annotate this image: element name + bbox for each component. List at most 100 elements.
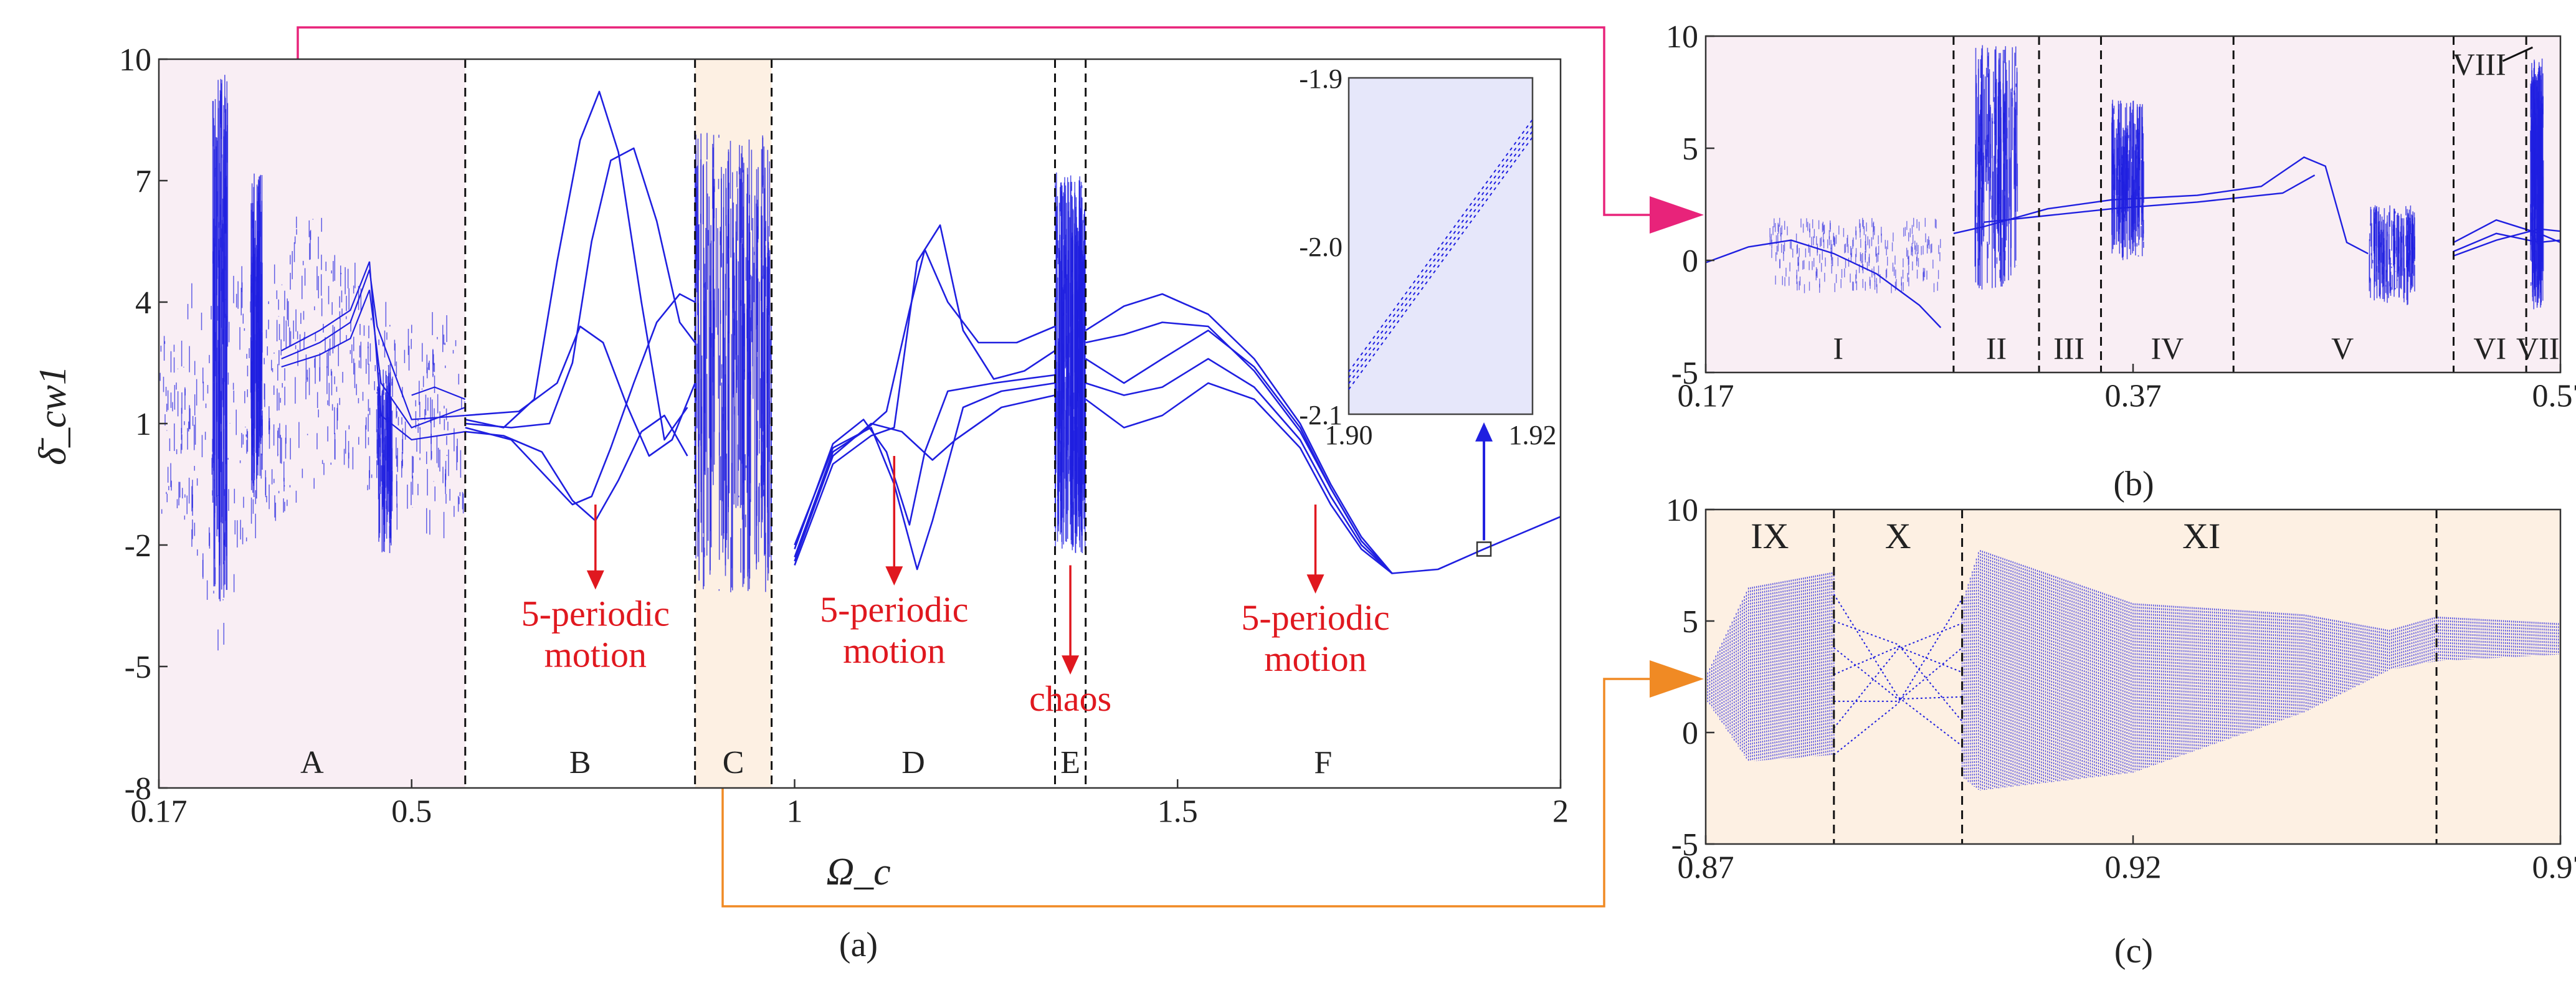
region-label-F: F (1314, 745, 1332, 780)
dense-band (1974, 45, 2018, 290)
branch-line (1085, 382, 1393, 574)
annotation-text: motion (843, 630, 945, 671)
region-label-A: A (300, 745, 324, 780)
y-axis-label: δ̄_cw1 (32, 366, 74, 465)
panel-c-shade (1706, 510, 2560, 844)
branch-line (1833, 647, 1962, 700)
region-label-C: C (723, 745, 744, 780)
annotation-text: 5-periodic (521, 594, 670, 634)
x-tick-label: 0.5 (391, 794, 432, 830)
inset-y-tick-label: -2.1 (1299, 400, 1343, 430)
region-label-VIII: VIII (2453, 47, 2506, 82)
region-shade-A (159, 59, 465, 788)
panel-c-strokes (1705, 550, 2561, 790)
region-label-XI: XI (2182, 516, 2220, 556)
panel-caption-b: (b) (2113, 465, 2154, 503)
annotation-arrowhead (1062, 655, 1080, 675)
branch-line (1833, 622, 1962, 729)
y-tick-label: 5 (1682, 604, 1698, 640)
branch-line (1085, 358, 1393, 574)
region-label-B: B (569, 745, 591, 780)
y-tick-label: 10 (1666, 493, 1698, 528)
branch-line (794, 394, 1055, 562)
annotation-arrowhead (586, 570, 604, 590)
branch-line (2453, 219, 2561, 244)
branch-line (465, 293, 696, 506)
branch-line (2453, 228, 2561, 257)
y-tick-label: 0 (1682, 716, 1698, 751)
annotation-text: 5-periodic (1241, 597, 1389, 638)
link-arrowhead-b (1650, 196, 1704, 234)
y-tick-label: -8 (125, 771, 151, 807)
y-tick-label: -5 (125, 650, 151, 685)
branch-line (1833, 598, 1963, 756)
branch-line (1085, 330, 1393, 574)
region-label-V: V (2331, 331, 2354, 366)
branch-line (1833, 594, 1963, 747)
annotation-text: motion (544, 635, 647, 675)
branch-line (2453, 232, 2561, 252)
branch-line (281, 290, 466, 429)
dense-band (694, 133, 772, 592)
region-label-I: I (1833, 331, 1843, 366)
dense-band (212, 75, 229, 602)
branch-line (1085, 321, 1393, 574)
region-label-VII: VII (2516, 331, 2559, 366)
panel-c: 0.87 0.92 0.97 10 5 0 -5 IX X XI (c) (1666, 493, 2576, 970)
inset-frame (1347, 77, 1534, 415)
link-arrowhead-c (1650, 660, 1704, 698)
branch-line (411, 386, 466, 401)
inset-y-tick-label: -2.0 (1299, 232, 1343, 262)
y-tick-label: 1 (135, 407, 151, 442)
region-label-VI: VI (2473, 331, 2506, 366)
branch-line (1983, 174, 2316, 223)
inset-arrowhead (1475, 422, 1493, 442)
x-axis-label: Ω_c (826, 851, 890, 893)
branch-line (465, 147, 696, 429)
inset-x-tick-label: 1.90 (1325, 420, 1373, 450)
region-label-E: E (1060, 745, 1080, 780)
y-tick-label: -2 (125, 528, 151, 564)
region-shade-C (695, 59, 772, 788)
panel-caption-c: (c) (2114, 932, 2153, 970)
x-tick-label: 1 (786, 794, 802, 830)
x-tick-label: 0.97 (2532, 850, 2576, 886)
y-tick-label: 10 (119, 42, 151, 78)
annotation-text: motion (1264, 638, 1366, 679)
dense-band (2369, 205, 2415, 305)
y-tick-label: 5 (1682, 131, 1698, 167)
x-tick-label: 1.5 (1157, 794, 1198, 830)
dense-band (1054, 173, 1086, 553)
branch-line (794, 224, 1056, 566)
y-tick-label: -5 (1671, 356, 1698, 391)
branch-line (465, 325, 696, 457)
branch-line (1953, 156, 2369, 255)
x-tick-label: 0.17 (1678, 379, 1734, 414)
panel-links (297, 26, 1704, 908)
annotation-text: chaos (1029, 678, 1111, 719)
x-tick-label: 0.17 (131, 794, 188, 830)
y-tick-label: 7 (135, 164, 151, 199)
region-label-IV: IV (2151, 331, 2184, 366)
y-tick-label: 10 (1666, 19, 1698, 55)
x-tick-label: 2 (1552, 794, 1569, 830)
viii-pointer (2502, 46, 2534, 62)
region-a-scatter (158, 216, 465, 651)
branch-line (794, 382, 1055, 571)
region-label-III: III (2053, 331, 2084, 366)
x-tick-label: 0.37 (2105, 379, 2162, 414)
branch-line (794, 249, 1056, 557)
inset-x-tick-label: 1.92 (1509, 420, 1557, 450)
y-tick-label: -5 (1671, 827, 1698, 863)
panel-caption-a: (a) (839, 926, 878, 964)
region-label-D: D (901, 745, 925, 780)
annotation-arrowhead (1306, 574, 1324, 594)
y-tick-label: 0 (1682, 244, 1698, 279)
branch-line (465, 90, 688, 441)
branch-line (794, 374, 1055, 549)
branch-line (1705, 239, 1942, 328)
branch-line (281, 261, 465, 441)
